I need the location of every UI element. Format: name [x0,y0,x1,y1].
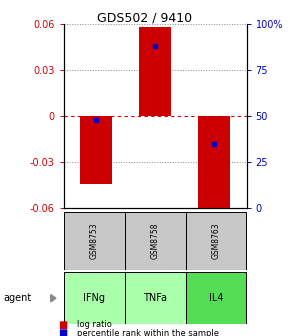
Bar [125,272,186,324]
Text: ■: ■ [58,320,67,330]
Text: GSM8753: GSM8753 [90,223,99,259]
Text: IL4: IL4 [209,293,223,303]
Text: ■: ■ [58,328,67,336]
Text: GSM8758: GSM8758 [151,223,160,259]
Bar [80,116,113,184]
Bar [186,212,246,270]
Bar [64,212,125,270]
Text: agent: agent [3,293,31,303]
Bar [139,27,171,116]
Text: percentile rank within the sample: percentile rank within the sample [77,329,219,336]
Text: GDS502 / 9410: GDS502 / 9410 [97,12,193,25]
Bar [64,272,125,324]
Bar [125,212,186,270]
Bar [186,272,246,324]
Text: GSM8763: GSM8763 [211,223,221,259]
Text: IFNg: IFNg [83,293,105,303]
Text: log ratio: log ratio [77,320,112,329]
Bar [198,116,230,216]
Text: TNFa: TNFa [143,293,167,303]
